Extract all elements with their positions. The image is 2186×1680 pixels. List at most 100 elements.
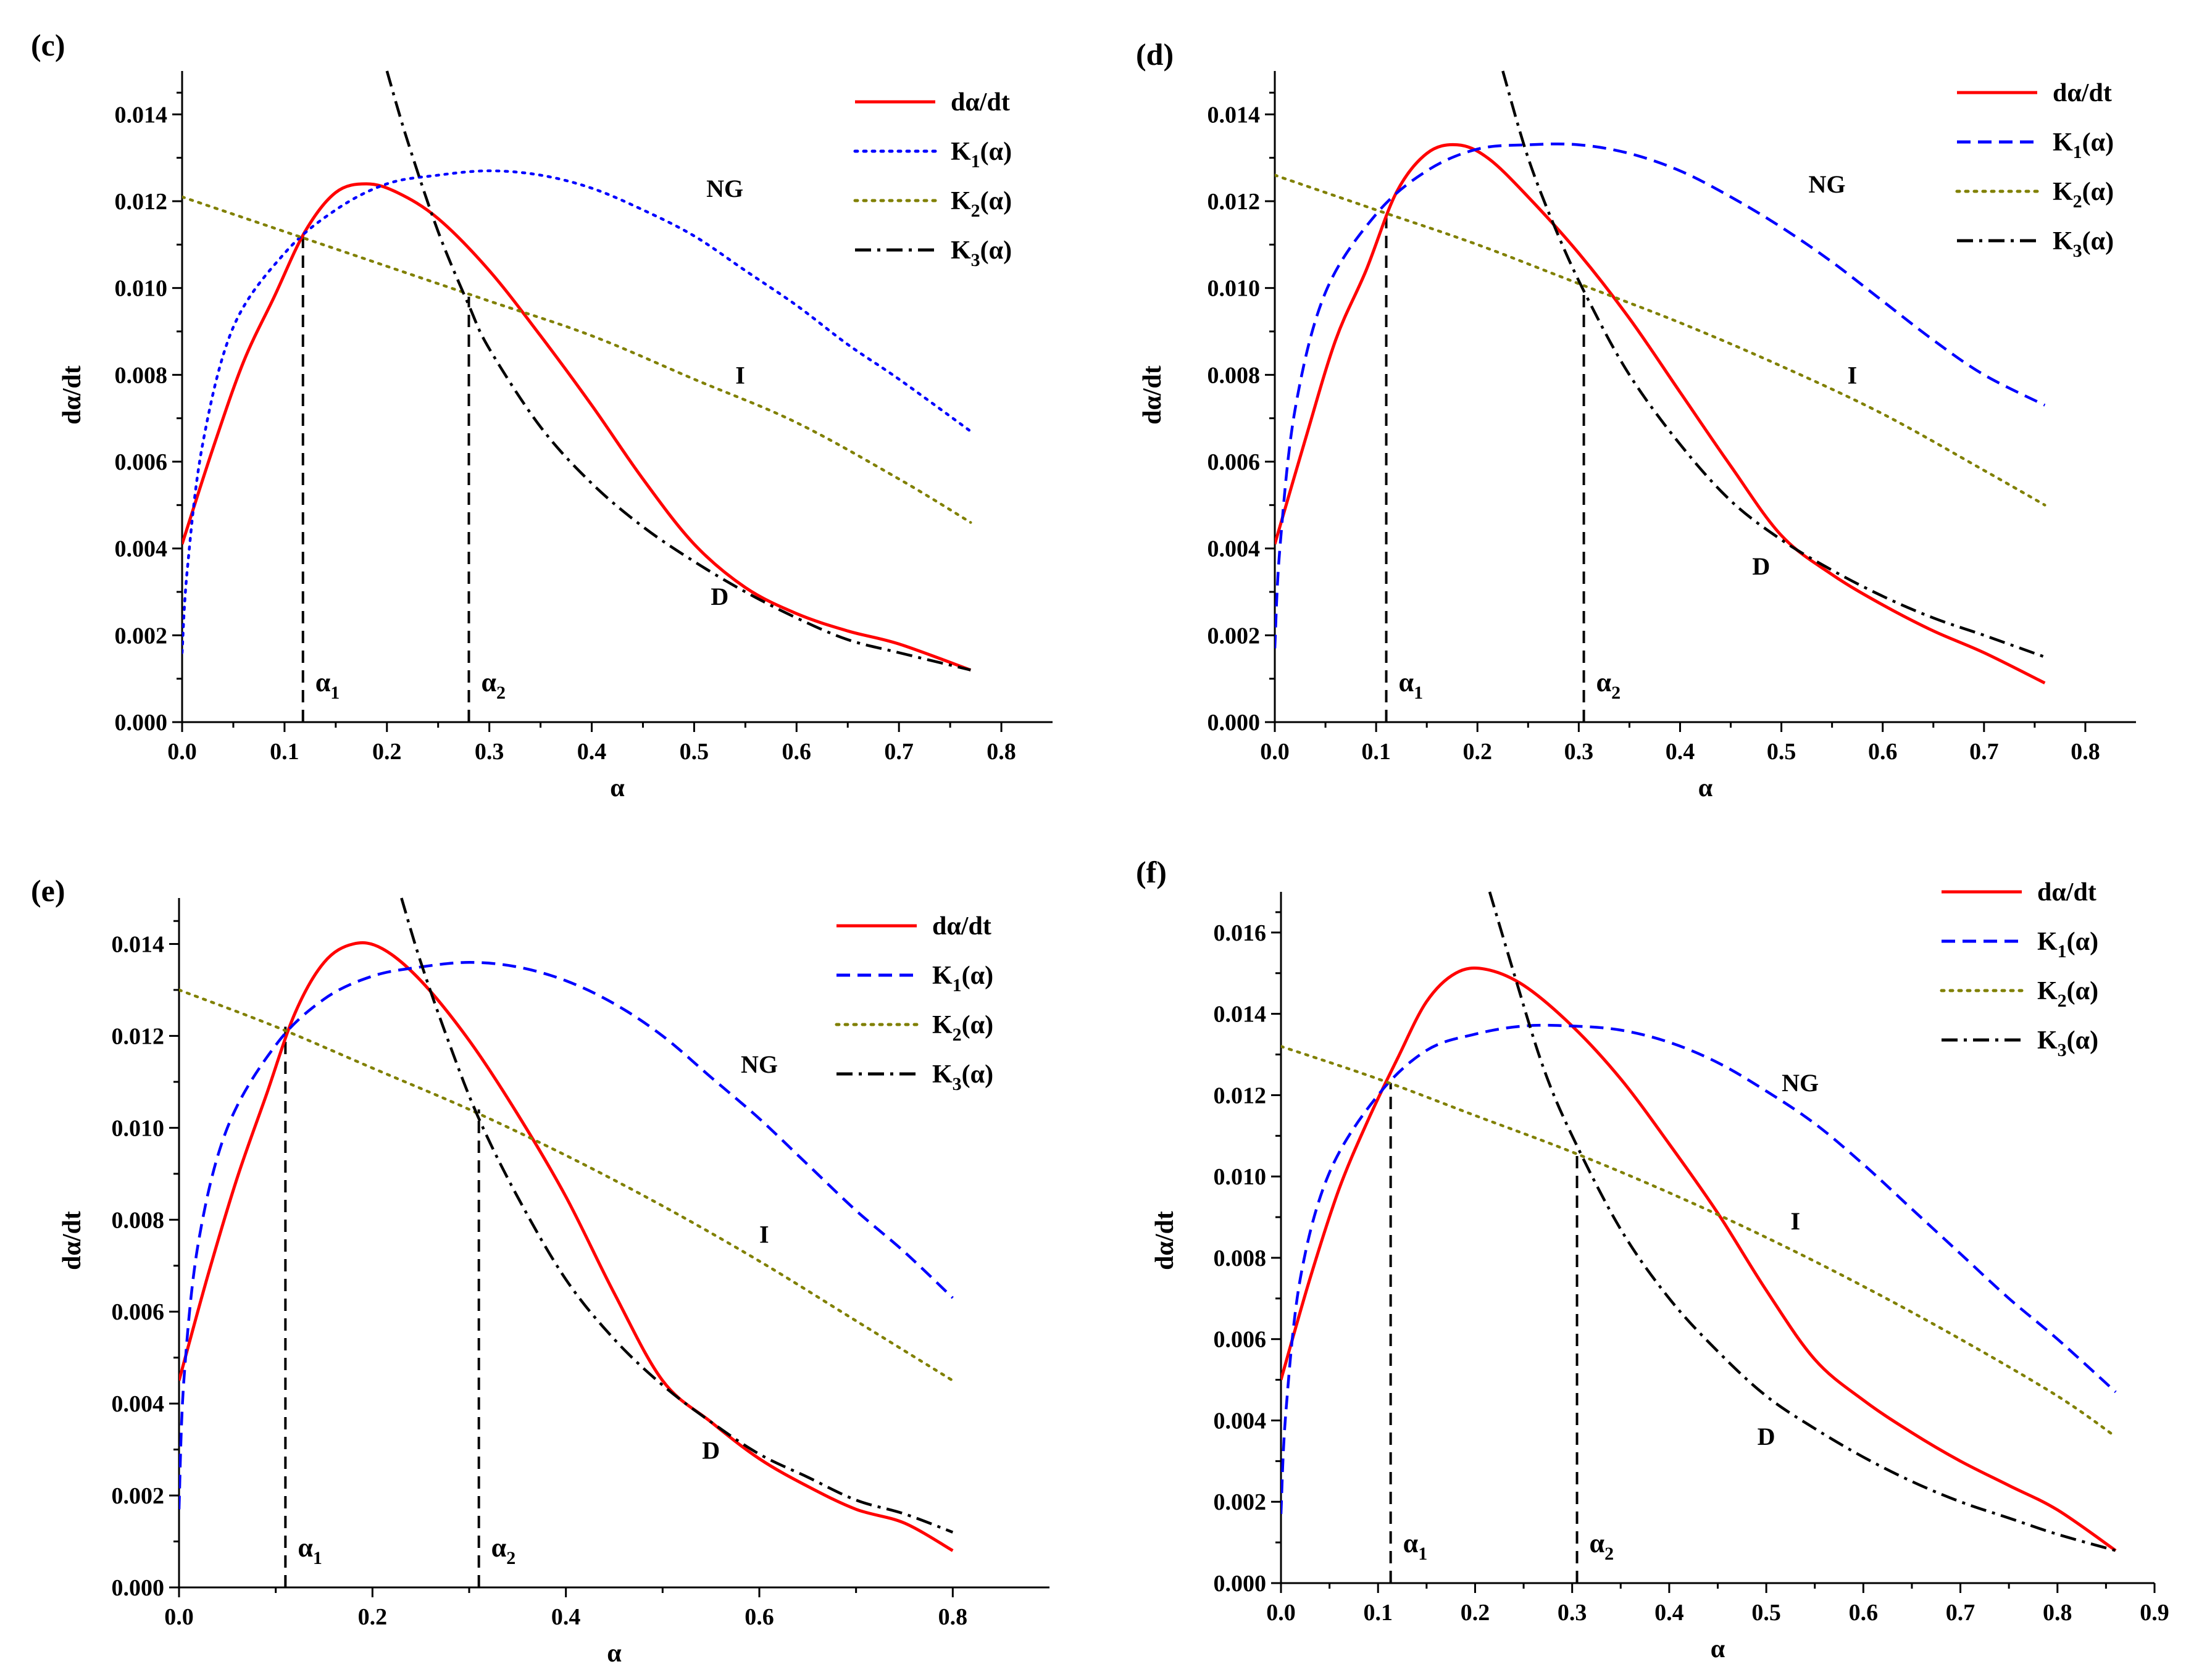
alpha-marker-label: α2 [1596,667,1621,703]
x-tick-label: 0.1 [1363,1600,1393,1626]
x-tick-label: 0.7 [884,739,914,765]
legend-entry-label: K3(α) [951,236,1012,270]
series-line-3 [1488,891,2116,1552]
legend: dα/dt K1(α) K2(α) K3(α) [1940,878,2098,1060]
y-tick-label: 0.002 [1208,623,1261,649]
y-tick-label: 0.004 [1208,536,1261,562]
alpha-marker-label: α2 [481,667,506,703]
x-tick-label: 0.3 [475,739,504,765]
y-tick-label: 0.008 [1214,1245,1267,1271]
region-label: NG [741,1050,778,1078]
y-tick-label: 0.014 [115,102,168,128]
y-tick-label: 0.002 [115,623,168,649]
series-line-1 [1275,142,2046,649]
x-tick-label: 0.8 [987,739,1016,765]
series-line-1 [182,169,972,654]
x-tick-label: 0.5 [1767,739,1796,765]
alpha-marker-label: α1 [298,1532,322,1568]
x-tick-label: 0.6 [1849,1600,1879,1626]
y-tick-label: 0.012 [115,189,168,215]
legend-entry-label: K3(α) [932,1060,993,1094]
y-tick-label: 0.006 [112,1299,165,1325]
x-tick-label: 0.7 [1969,739,1999,765]
x-tick-label: 0.0 [164,1604,194,1630]
legend-entry-label: K2(α) [932,1011,993,1045]
series-line-0 [1281,967,2117,1552]
region-label: NG [1808,170,1845,198]
x-tick-label: 0.2 [1462,739,1492,765]
y-tick-label: 0.004 [112,1391,165,1417]
region-label: I [1848,361,1858,389]
x-tick-label: 0.2 [372,739,402,765]
series-line-2 [179,988,954,1383]
x-tick-label: 0.4 [577,739,607,765]
x-tick-label: 0.4 [1654,1600,1684,1626]
y-axis-title: dα/dt [58,1211,86,1270]
x-tick-label: 0.0 [1260,739,1290,765]
series-line-0 [1275,143,2046,684]
x-tick-label: 0.0 [167,739,197,765]
x-tick-label: 0.3 [1558,1600,1587,1626]
panel-label: (e) [31,873,65,908]
x-tick-label: 0.2 [358,1604,388,1630]
y-tick-label: 0.016 [1214,920,1267,946]
y-tick-label: 0.008 [112,1207,165,1233]
y-tick-label: 0.014 [112,931,165,957]
y-axis-title: dα/dt [58,365,86,425]
x-tick-label: 0.3 [1564,739,1594,765]
x-tick-label: 0.0 [1266,1600,1296,1626]
legend: dα/dt K1(α) K2(α) K3(α) [1955,79,2114,261]
x-tick-label: 0.4 [551,1604,581,1630]
alpha-marker-label: α1 [1403,1528,1428,1564]
legend-entry-label: dα/dt [2037,878,2096,907]
region-label: D [711,583,728,610]
legend-entry-label: dα/dt [932,912,991,941]
y-tick-label: 0.004 [1214,1408,1267,1434]
x-tick-label: 0.2 [1461,1600,1490,1626]
y-tick-label: 0.000 [1214,1571,1267,1597]
y-tick-label: 0.014 [1214,1002,1267,1028]
region-label: D [1752,552,1770,580]
panel-label: (f) [1136,855,1167,889]
series-line-3 [385,70,971,672]
y-tick-label: 0.006 [1214,1327,1267,1353]
panel-label: (d) [1136,37,1174,72]
legend-entry-label: K3(α) [2053,227,2114,261]
x-tick-label: 0.6 [1868,739,1898,765]
x-tick-label: 0.5 [680,739,709,765]
legend-entry-label: K1(α) [932,962,993,996]
chart-panel-3: (f) 0.0 0.1 0.2 0.3 0.4 0.5 0.6 0.7 0.8 0.9 0.000 0.… [1136,855,2169,1663]
x-tick-label: 0.7 [1946,1600,1975,1626]
region-label: D [1758,1423,1775,1450]
legend-entry-label: K1(α) [2037,928,2098,962]
y-tick-label: 0.012 [1208,189,1261,215]
chart-panel-1: (d) 0.0 0.1 0.2 0.3 0.4 0.5 0.6 0.7 0.8 0.000 0.002… [1136,37,2136,802]
legend-entry-label: K2(α) [2053,178,2114,212]
region-label: NG [1782,1069,1819,1097]
x-tick-label: 0.6 [745,1604,774,1630]
panel-label: (c) [31,28,65,62]
y-tick-label: 0.014 [1208,102,1261,128]
y-axis-title: dα/dt [1138,365,1167,425]
series-line-2 [182,195,972,524]
alpha-marker-label: α2 [491,1532,516,1568]
y-tick-label: 0.002 [112,1483,165,1509]
y-tick-label: 0.010 [112,1115,165,1141]
y-tick-label: 0.012 [1214,1083,1267,1108]
x-axis-title: α [610,774,625,802]
legend-entry-label: dα/dt [2053,79,2112,107]
legend-entry-label: K2(α) [951,187,1012,221]
y-tick-label: 0.004 [115,536,168,562]
alpha-marker-label: α1 [315,667,340,703]
legend-entry-label: K1(α) [951,138,1012,172]
region-label: I [735,361,745,389]
y-tick-label: 0.008 [115,362,168,388]
legend-entry-label: K1(α) [2053,128,2114,162]
series-line-3 [1501,70,2046,659]
series-line-0 [182,182,972,672]
y-tick-label: 0.002 [1214,1489,1267,1515]
x-axis-title: α [607,1639,622,1668]
series-line-1 [1281,1023,2117,1515]
x-tick-label: 0.1 [270,739,299,765]
